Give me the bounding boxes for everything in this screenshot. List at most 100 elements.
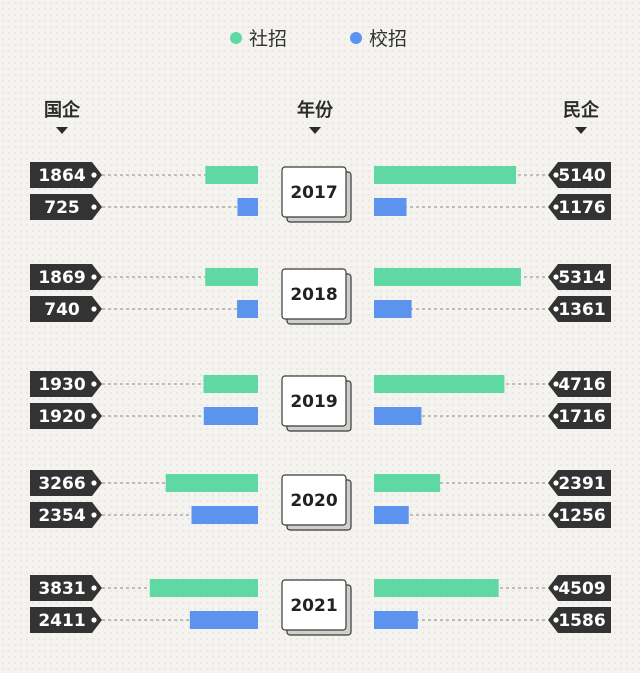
left-campus-2017-tag-hole bbox=[91, 204, 97, 210]
right-social-2019-value-label: 4716 bbox=[558, 375, 605, 395]
header-left-arrow bbox=[56, 127, 68, 134]
bar-right-campus-2020 bbox=[374, 506, 409, 524]
year-card-2021 bbox=[281, 579, 347, 631]
bar-left-campus-2018 bbox=[237, 300, 258, 318]
left-social-2021-tag-hole bbox=[91, 585, 97, 591]
left-social-2017-value-label: 1864 bbox=[38, 166, 85, 186]
right-social-2017-value-label: 5140 bbox=[558, 166, 605, 186]
year-label-2020: 2020 bbox=[290, 491, 337, 511]
bar-right-social-2018 bbox=[374, 268, 521, 286]
right-campus-2019-value-label: 1716 bbox=[558, 407, 605, 427]
left-social-2021-value-label: 3831 bbox=[38, 579, 85, 599]
left-social-2019-value-label: 1930 bbox=[38, 375, 85, 395]
bar-right-campus-2018 bbox=[374, 300, 412, 318]
header-center-label: 年份 bbox=[297, 99, 334, 121]
right-campus-2018-tag-hole bbox=[553, 306, 559, 312]
bar-right-campus-2019 bbox=[374, 407, 422, 425]
right-campus-2018-tag bbox=[548, 296, 611, 322]
legend-campus-label: 校招 bbox=[369, 28, 407, 50]
left-campus-2018-tag-hole bbox=[91, 306, 97, 312]
bar-right-campus-2017 bbox=[374, 198, 407, 216]
left-campus-2019-value-label: 1920 bbox=[38, 407, 85, 427]
bar-right-social-2019 bbox=[374, 375, 505, 393]
left-campus-2021-value-label: 2411 bbox=[38, 611, 85, 631]
left-social-2017-tag-hole bbox=[91, 172, 97, 178]
right-campus-2018-value-label: 1361 bbox=[558, 300, 605, 320]
year-card-2017 bbox=[281, 166, 347, 218]
bar-left-campus-2021 bbox=[189, 611, 258, 629]
year-label-2019: 2019 bbox=[290, 392, 337, 412]
left-social-2018-tag bbox=[30, 264, 102, 290]
year-card-2019 bbox=[281, 375, 347, 427]
left-campus-2017-value-label: 725 bbox=[44, 198, 80, 218]
right-social-2018-value-label: 5314 bbox=[558, 268, 605, 288]
bar-right-social-2021 bbox=[374, 579, 499, 597]
right-social-2017-tag-hole bbox=[553, 172, 559, 178]
right-social-2020-value-label: 2391 bbox=[558, 474, 605, 494]
left-social-2017-tag bbox=[30, 162, 102, 188]
bar-left-social-2020 bbox=[165, 474, 258, 492]
left-campus-2019-tag bbox=[30, 403, 102, 429]
left-campus-2017-tag bbox=[30, 194, 102, 220]
year-card-2020 bbox=[281, 474, 347, 526]
bar-left-campus-2020 bbox=[191, 506, 258, 524]
right-campus-2017-value-label: 1176 bbox=[558, 198, 605, 218]
header-center-arrow bbox=[309, 127, 321, 134]
right-social-2017-tag bbox=[548, 162, 611, 188]
year-label-2021: 2021 bbox=[290, 596, 337, 616]
left-social-2018-value-label: 1869 bbox=[38, 268, 85, 288]
bar-right-social-2017 bbox=[374, 166, 517, 184]
year-label-2018: 2018 bbox=[290, 285, 337, 305]
right-campus-2020-tag bbox=[548, 502, 611, 528]
right-campus-2020-value-label: 1256 bbox=[558, 506, 605, 526]
left-social-2020-value-label: 3266 bbox=[38, 474, 85, 494]
bar-left-social-2017 bbox=[205, 166, 258, 184]
year-card-2018 bbox=[281, 268, 347, 320]
right-social-2020-tag bbox=[548, 470, 611, 496]
right-social-2021-value-label: 4509 bbox=[558, 579, 605, 599]
right-campus-2017-tag bbox=[548, 194, 611, 220]
left-campus-2018-value-label: 740 bbox=[44, 300, 80, 320]
right-campus-2021-tag-hole bbox=[553, 617, 559, 623]
right-campus-2019-tag-hole bbox=[553, 413, 559, 419]
right-campus-2021-tag bbox=[548, 607, 611, 633]
left-campus-2019-tag-hole bbox=[91, 413, 97, 419]
bar-left-social-2021 bbox=[149, 579, 258, 597]
legend-campus-swatch bbox=[350, 32, 362, 44]
legend-social-swatch bbox=[230, 32, 242, 44]
left-social-2021-tag bbox=[30, 575, 102, 601]
left-social-2020-tag bbox=[30, 470, 102, 496]
right-social-2019-tag bbox=[548, 371, 611, 397]
right-campus-2020-tag-hole bbox=[553, 512, 559, 518]
bar-left-social-2019 bbox=[203, 375, 258, 393]
right-social-2021-tag-hole bbox=[553, 585, 559, 591]
bar-left-campus-2017 bbox=[237, 198, 258, 216]
right-campus-2017-tag-hole bbox=[553, 204, 559, 210]
header-right-label: 民企 bbox=[563, 99, 600, 121]
left-campus-2021-tag-hole bbox=[91, 617, 97, 623]
bar-left-campus-2019 bbox=[203, 407, 258, 425]
right-social-2021-tag bbox=[548, 575, 611, 601]
year-label-2017: 2017 bbox=[290, 183, 337, 203]
header-right-arrow bbox=[575, 127, 587, 134]
left-social-2018-tag-hole bbox=[91, 274, 97, 280]
left-campus-2018-tag bbox=[30, 296, 102, 322]
right-campus-2019-tag bbox=[548, 403, 611, 429]
bar-right-campus-2021 bbox=[374, 611, 418, 629]
left-campus-2020-value-label: 2354 bbox=[38, 506, 85, 526]
right-social-2019-tag-hole bbox=[553, 381, 559, 387]
left-campus-2020-tag bbox=[30, 502, 102, 528]
header-left-label: 国企 bbox=[44, 99, 81, 121]
bar-left-social-2018 bbox=[205, 268, 258, 286]
left-social-2019-tag-hole bbox=[91, 381, 97, 387]
left-social-2020-tag-hole bbox=[91, 480, 97, 486]
bar-right-social-2020 bbox=[374, 474, 441, 492]
legend-social-label: 社招 bbox=[249, 28, 287, 50]
right-social-2018-tag bbox=[548, 264, 611, 290]
left-campus-2021-tag bbox=[30, 607, 102, 633]
right-social-2018-tag-hole bbox=[553, 274, 559, 280]
left-social-2019-tag bbox=[30, 371, 102, 397]
right-social-2020-tag-hole bbox=[553, 480, 559, 486]
chart-rows: 1864 725 5140 1176 2017 1869 740 5314 1361 2018 19… bbox=[30, 162, 611, 636]
left-campus-2020-tag-hole bbox=[91, 512, 97, 518]
